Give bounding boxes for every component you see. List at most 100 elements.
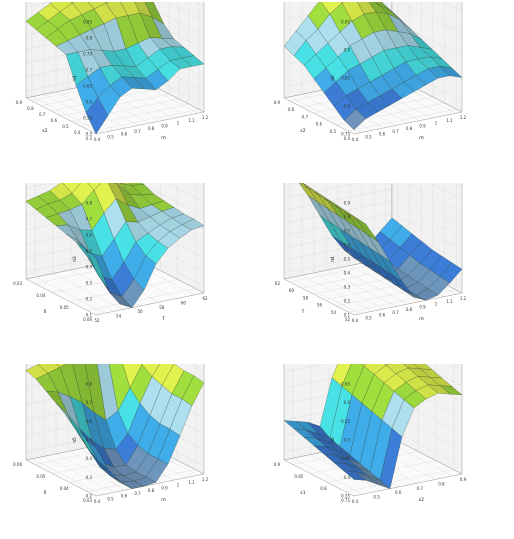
y-tick-label: 0.05 [60, 305, 69, 310]
y-tick-label: 0.5 [330, 129, 337, 134]
z-tick-label: 0.7 [344, 229, 351, 234]
surface-svg: 0.10.20.30.40.50.60.70.85254565860620.03… [4, 183, 254, 358]
y-tick-label: 0.5 [62, 124, 69, 129]
z-tick-label: 0.85 [83, 20, 92, 25]
y-axis-label: ε1 [300, 490, 305, 496]
surface-svg: 0.20.30.40.50.60.70.80.40.50.60.70.80.91… [4, 364, 254, 539]
z-tick-label: 0.6 [86, 419, 93, 424]
x-tick-label: 0.7 [134, 129, 141, 134]
z-tick-label: 0.2 [344, 299, 351, 304]
x-tick-label: 0.8 [406, 307, 413, 312]
x-tick-label: 1.1 [188, 480, 195, 485]
z-tick-label: 0.4 [86, 456, 93, 461]
x-tick-label: 0.4 [352, 499, 359, 504]
y-tick-label: 0.3 [86, 136, 93, 141]
x-tick-label: 0.5 [107, 134, 114, 139]
y-tick-label: 58 [303, 295, 309, 300]
x-tick-label: 0.8 [438, 481, 445, 486]
x-tick-label: 0.6 [379, 132, 386, 137]
x-tick-label: 58 [159, 305, 165, 310]
z-tick-label: 0.5 [344, 438, 351, 443]
z-axis-label: π3 [72, 256, 78, 262]
x-tick-label: 56 [138, 309, 144, 314]
x-tick-label: 0.4 [94, 499, 101, 504]
z-tick-label: 0.7 [86, 400, 93, 405]
y-tick-label: 0.7 [39, 112, 46, 117]
z-tick-label: 0.85 [341, 76, 350, 81]
x-tick-label: 0.9 [161, 485, 168, 490]
z-tick-label: 0.8 [86, 36, 93, 41]
z-axis-label: π5 [72, 437, 78, 443]
x-tick-label: 0.6 [121, 132, 128, 137]
x-tick-label: 0.5 [373, 495, 380, 500]
z-tick-label: 0.8 [344, 215, 351, 220]
x-tick-label: 0.5 [365, 134, 372, 139]
z-tick-label: 0.2 [86, 297, 93, 302]
surface-svg: 0.50.550.60.650.70.750.80.850.40.50.60.7… [4, 2, 254, 177]
z-tick-label: 0.75 [83, 52, 92, 57]
z-tick-label: 0.9 [344, 201, 351, 206]
y-tick-label: 0.9 [274, 462, 281, 467]
x-tick-label: 0.8 [148, 488, 155, 493]
y-axis-label: δ [44, 309, 47, 315]
y-axis-label: δ [44, 490, 47, 496]
z-tick-label: 0.6 [344, 243, 351, 248]
surface-svg: 0.350.40.450.50.550.60.650.40.50.60.70.8… [262, 364, 512, 539]
x-tick-label: 52 [94, 318, 100, 323]
x-tick-label: 1.2 [460, 115, 467, 120]
x-tick-label: 1.1 [446, 299, 453, 304]
y-tick-label: 0.8 [288, 107, 295, 112]
z-axis-label: π1 [72, 75, 78, 81]
z-axis-label: π4 [330, 256, 336, 262]
y-tick-label: 0.9 [16, 100, 23, 105]
z-axis-label: π2 [330, 75, 336, 81]
y-tick-label: 0.8 [27, 106, 34, 111]
x-tick-label: 0.5 [107, 496, 114, 501]
x-tick-label: 0.5 [365, 315, 372, 320]
y-axis-label: ε2 [300, 128, 305, 134]
z-tick-label: 0.45 [341, 456, 350, 461]
x-tick-label: 62 [202, 296, 208, 301]
x-tick-label: 0.4 [94, 137, 101, 142]
surface-svg: 0.750.80.850.90.950.40.50.60.70.80.911.1… [262, 2, 512, 177]
x-tick-label: 0.8 [148, 126, 155, 131]
x-tick-label: 0.9 [419, 123, 426, 128]
y-tick-label: 52 [345, 317, 351, 322]
x-axis-label: rπ [419, 316, 424, 322]
z-tick-label: 0.6 [344, 400, 351, 405]
x-tick-label: 54 [116, 314, 122, 319]
y-axis-label: T [301, 309, 305, 315]
z-tick-label: 0.3 [86, 281, 93, 286]
y-tick-label: 60 [289, 288, 295, 293]
y-tick-label: 0.4 [74, 130, 81, 135]
y-tick-label: 0.4 [344, 136, 351, 141]
x-tick-label: 0.8 [406, 126, 413, 131]
y-axis-label: ε2 [42, 128, 47, 134]
z-tick-label: 0.5 [86, 249, 93, 254]
y-tick-label: 0.85 [294, 474, 303, 479]
x-axis-label: rπ [161, 135, 166, 141]
z-tick-label: 0.4 [86, 265, 93, 270]
y-tick-label: 0.75 [341, 498, 350, 503]
y-tick-label: 0.6 [316, 122, 323, 127]
z-tick-label: 0.7 [86, 217, 93, 222]
z-tick-label: 0.9 [344, 48, 351, 53]
z-tick-label: 0.6 [86, 100, 93, 105]
z-axis-label: π6 [330, 437, 336, 443]
z-tick-label: 0.55 [83, 116, 92, 121]
x-tick-label: 0.4 [352, 137, 359, 142]
y-tick-label: 0.6 [51, 118, 58, 123]
x-tick-label: 0.7 [392, 310, 399, 315]
z-tick-label: 0.5 [344, 257, 351, 262]
x-axis-label: rπ [161, 497, 166, 503]
x-tick-label: 0.9 [419, 304, 426, 309]
x-tick-label: 1.2 [460, 296, 467, 301]
y-tick-label: 0.06 [13, 462, 22, 467]
